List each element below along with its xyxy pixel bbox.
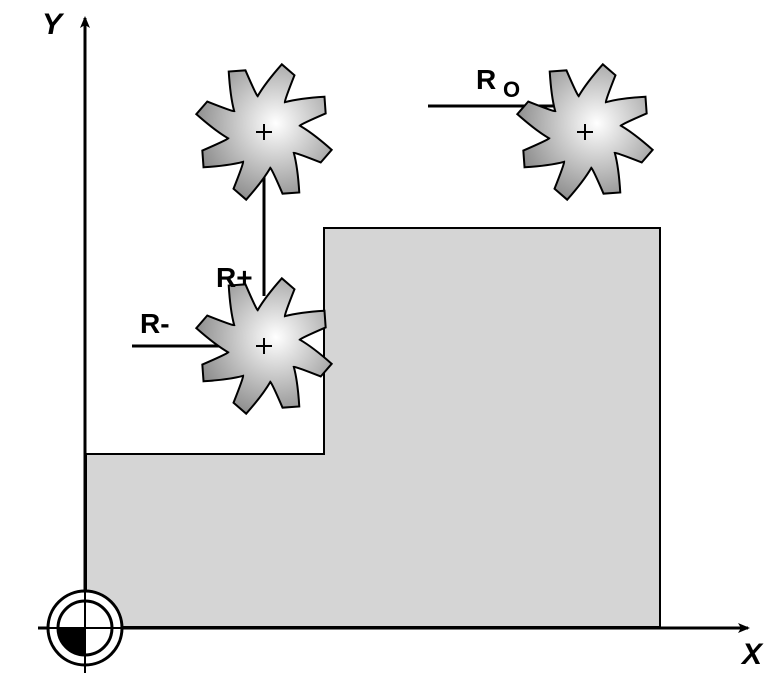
lbl_r_zero_main: R <box>476 64 496 96</box>
lbl_r_minus: R- <box>140 308 170 340</box>
diagram-canvas <box>0 0 783 695</box>
lbl_r_plus: R+ <box>216 262 253 294</box>
stepped-workpiece <box>86 228 660 627</box>
y-axis-label: Y <box>42 8 62 42</box>
x-axis-label: X <box>742 638 762 672</box>
lbl_r_zero_sub: O <box>503 77 520 103</box>
